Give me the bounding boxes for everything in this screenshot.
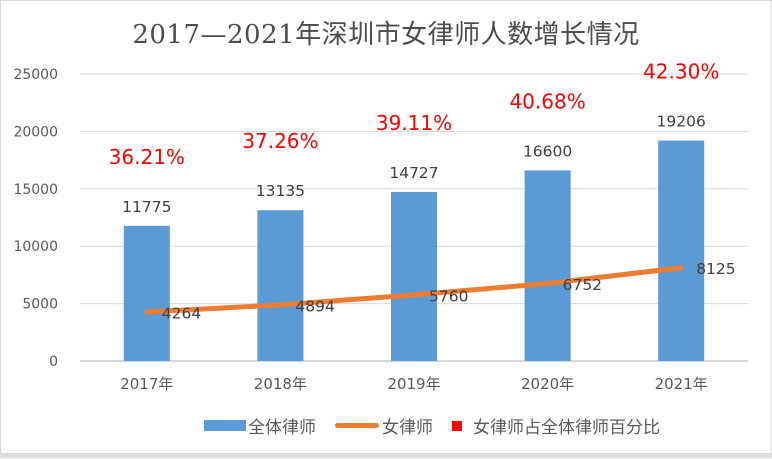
y-axis-tick-label: 10000 (13, 239, 58, 255)
line-value-label: 4264 (162, 305, 201, 323)
chart-plot-area: 0 5000 10000 15000 20000 25000 11775 36.21% 1313… (13, 60, 748, 393)
female-lawyers-line (144, 265, 684, 315)
percentage-label: 36.21% (109, 145, 185, 169)
x-axis-category-label: 2020年 (521, 375, 574, 393)
percentage-label: 37.26% (242, 129, 318, 153)
y-axis-tick-label: 25000 (13, 67, 58, 83)
chart-legend: 全体律师 女律师 女律师占全体律师百分比 (1, 413, 771, 438)
line-series-marker-icon (335, 423, 379, 428)
line-value-label: 8125 (696, 260, 735, 278)
y-axis-tick-label: 5000 (22, 297, 58, 313)
percentage-label: 42.30% (643, 60, 719, 84)
y-axis-tick-label: 0 (49, 354, 58, 370)
bar-value-label: 13135 (256, 182, 305, 200)
bar-2018年 (257, 210, 304, 361)
percentage-label: 39.11% (376, 111, 452, 135)
x-axis-category-label: 2019年 (387, 375, 440, 393)
line-value-label: 4894 (295, 297, 334, 315)
legend-label-female-lawyers: 女律师 (382, 418, 433, 437)
x-axis-category-label: 2017年 (120, 375, 173, 393)
bar-2019年 (391, 191, 437, 361)
y-axis-tick-label: 20000 (13, 124, 58, 140)
legend-item-female-percentage: 女律师占全体律师百分比 (452, 413, 660, 438)
bar-2017年 (123, 225, 170, 361)
percentage-label: 40.68% (509, 89, 585, 113)
bar-2021年 (658, 140, 705, 361)
line-value-label: 6752 (563, 276, 602, 294)
chart-title: 2017—2021年深圳市女律师人数增长情况 (132, 20, 640, 50)
legend-label-all-lawyers: 全体律师 (248, 418, 316, 437)
line-value-label: 5760 (429, 287, 468, 305)
y-axis-tick-label: 15000 (13, 182, 58, 198)
x-axis-category-label: 2021年 (655, 375, 708, 393)
x-axis-category-label: 2018年 (254, 375, 307, 393)
bar-value-label: 11775 (122, 198, 171, 216)
legend-item-female-lawyers: 女律师 (335, 413, 433, 438)
bar-value-label: 14727 (389, 164, 438, 182)
legend-item-all-lawyers: 全体律师 (204, 413, 316, 438)
percent-series-marker-icon (452, 420, 462, 431)
legend-label-female-percentage: 女律师占全体律师百分比 (473, 418, 660, 437)
bar-value-label: 16600 (523, 142, 572, 160)
bar-2020年 (524, 170, 571, 361)
bar-series-marker-icon (204, 420, 246, 431)
bar-value-label: 19206 (657, 113, 706, 131)
